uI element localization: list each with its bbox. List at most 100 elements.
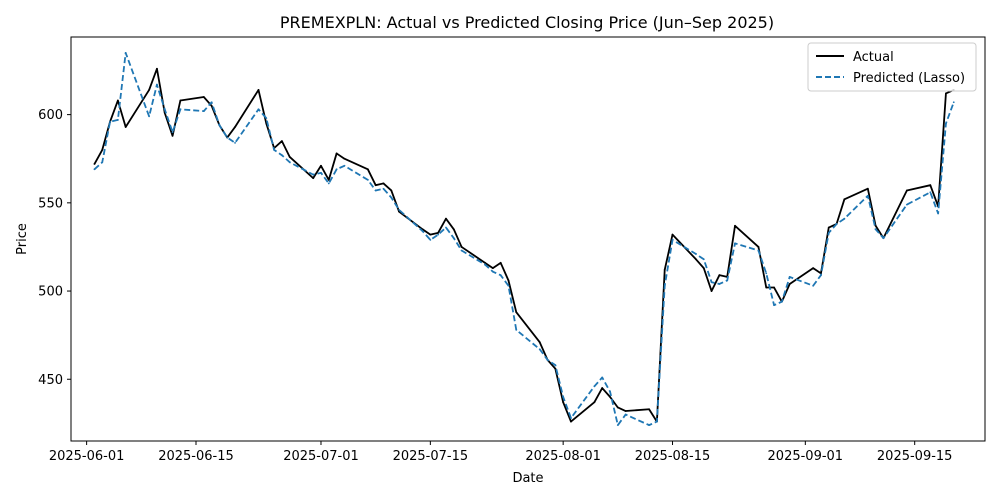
data-point bbox=[116, 119, 119, 121]
data-point bbox=[718, 274, 721, 277]
data-point bbox=[952, 101, 955, 104]
data-point bbox=[421, 230, 424, 232]
data-point bbox=[929, 191, 932, 194]
chart-title: PREMEXPLN: Actual vs Predicted Closing P… bbox=[280, 13, 774, 32]
data-point bbox=[398, 208, 400, 211]
data-point bbox=[491, 267, 494, 270]
x-axis: 2025-06-01 2025-06-15 2025-07-01 2025-07-15… bbox=[49, 441, 953, 464]
data-point bbox=[382, 182, 385, 185]
data-point bbox=[124, 126, 127, 128]
data-point bbox=[148, 89, 151, 91]
data-point bbox=[460, 246, 463, 248]
data-point bbox=[437, 231, 440, 234]
data-point bbox=[320, 164, 322, 167]
data-point bbox=[765, 286, 768, 289]
data-point bbox=[663, 268, 666, 271]
data-point bbox=[593, 401, 596, 404]
data-point bbox=[484, 263, 486, 266]
data-point bbox=[570, 420, 572, 423]
data-point bbox=[327, 179, 330, 181]
data-point bbox=[812, 267, 815, 270]
data-point bbox=[570, 417, 572, 419]
data-point bbox=[710, 281, 713, 284]
data-point bbox=[343, 157, 346, 160]
data-point bbox=[124, 51, 127, 54]
data-point bbox=[554, 364, 557, 367]
data-point bbox=[234, 141, 236, 144]
data-point bbox=[499, 274, 502, 277]
data-point bbox=[156, 83, 158, 86]
x-tick-label: 2025-09-01 bbox=[768, 449, 844, 464]
data-point bbox=[452, 228, 455, 231]
data-point bbox=[101, 161, 104, 164]
data-point bbox=[320, 171, 322, 174]
y-tick-label: 600 bbox=[38, 108, 63, 123]
data-point bbox=[780, 300, 783, 303]
legend-label-actual: Actual bbox=[853, 50, 894, 65]
data-point bbox=[562, 396, 565, 398]
data-point bbox=[171, 134, 174, 137]
data-point bbox=[281, 154, 283, 157]
data-point bbox=[374, 189, 377, 192]
data-point bbox=[234, 126, 236, 128]
data-point bbox=[593, 385, 596, 388]
data-point bbox=[499, 261, 502, 264]
series-points-predicted-lasso bbox=[93, 51, 955, 427]
data-point bbox=[734, 224, 736, 227]
data-point bbox=[273, 149, 276, 151]
data-point bbox=[257, 89, 260, 91]
data-point bbox=[648, 424, 650, 427]
x-axis-title: Date bbox=[512, 471, 543, 486]
data-point bbox=[210, 101, 213, 104]
data-point bbox=[281, 140, 283, 142]
data-point bbox=[507, 279, 510, 282]
data-point bbox=[937, 212, 940, 215]
x-tick-label: 2025-06-15 bbox=[158, 449, 234, 464]
data-point bbox=[866, 194, 869, 197]
x-tick-label: 2025-09-15 bbox=[877, 449, 953, 464]
plot-frame bbox=[70, 36, 986, 442]
data-point bbox=[695, 258, 697, 261]
data-point bbox=[812, 284, 815, 287]
data-point bbox=[335, 168, 338, 171]
data-point bbox=[624, 410, 627, 412]
data-point bbox=[757, 249, 760, 252]
data-point bbox=[820, 274, 822, 277]
data-point bbox=[148, 115, 151, 118]
x-tick-label: 2025-06-01 bbox=[49, 449, 125, 464]
data-point bbox=[562, 401, 565, 404]
y-tick-label: 500 bbox=[38, 285, 63, 300]
data-point bbox=[546, 358, 549, 361]
data-point bbox=[843, 217, 846, 220]
data-point bbox=[648, 408, 650, 411]
data-point bbox=[773, 304, 775, 307]
data-point bbox=[671, 233, 674, 236]
data-point bbox=[757, 246, 760, 248]
y-axis-title: Price bbox=[15, 223, 30, 255]
data-point bbox=[218, 124, 221, 127]
x-tick-label: 2025-07-15 bbox=[393, 449, 469, 464]
data-point bbox=[882, 237, 885, 240]
data-point bbox=[101, 149, 104, 151]
data-point bbox=[288, 161, 291, 164]
data-point bbox=[382, 187, 385, 190]
data-point bbox=[874, 228, 877, 231]
legend-label-predicted: Predicted (Lasso) bbox=[853, 71, 965, 86]
data-point bbox=[202, 110, 205, 112]
y-axis: 450 500 550 600 bbox=[38, 108, 71, 388]
data-point bbox=[179, 108, 182, 111]
data-point bbox=[827, 231, 830, 234]
data-point bbox=[929, 184, 932, 187]
data-point bbox=[710, 290, 713, 292]
data-point bbox=[624, 413, 627, 416]
data-point bbox=[734, 242, 736, 245]
data-point bbox=[210, 104, 213, 107]
data-point bbox=[312, 173, 315, 176]
data-point bbox=[93, 163, 96, 165]
data-point bbox=[288, 156, 291, 158]
data-point bbox=[538, 341, 541, 344]
data-point bbox=[609, 390, 611, 393]
data-point bbox=[765, 272, 768, 275]
data-point bbox=[905, 189, 908, 192]
data-point bbox=[538, 348, 541, 351]
